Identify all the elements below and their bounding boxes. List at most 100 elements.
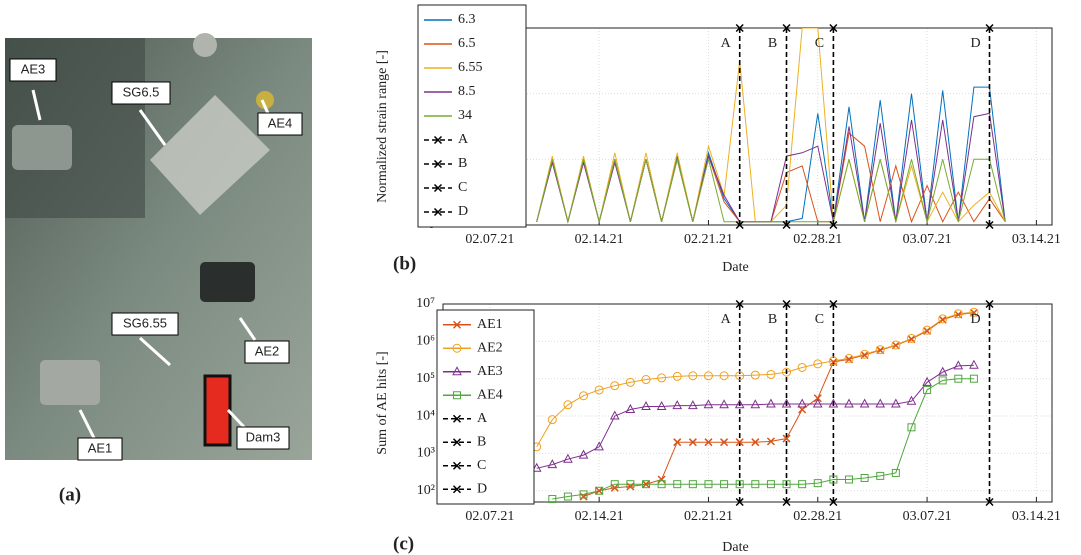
line-annotation: C xyxy=(815,312,824,327)
legend-label: A xyxy=(458,132,469,147)
x-tick-label: 03.07.21 xyxy=(903,232,952,247)
marker xyxy=(782,367,792,377)
marker xyxy=(938,314,948,324)
y-axis-label: Normalized strain range [-] xyxy=(375,50,390,203)
label-box xyxy=(111,312,179,336)
marker xyxy=(985,299,994,309)
panel-label: (a) xyxy=(59,484,81,505)
marker xyxy=(782,434,791,443)
x-tick-label: 03.14.21 xyxy=(1012,232,1061,247)
legend-label: C xyxy=(458,180,467,195)
marker xyxy=(922,325,932,335)
legend-label: AE2 xyxy=(477,340,503,355)
label-box xyxy=(9,58,57,82)
marker xyxy=(735,220,744,230)
marker xyxy=(595,486,604,495)
marker xyxy=(844,398,854,408)
marker xyxy=(563,400,573,410)
x-tick-label: 02.14.21 xyxy=(575,232,624,247)
plot-frame xyxy=(442,27,1053,226)
marker xyxy=(433,207,443,217)
marker xyxy=(735,497,744,507)
label-box xyxy=(257,112,303,136)
marker xyxy=(595,486,604,495)
legend-label: B xyxy=(458,156,467,171)
marker xyxy=(625,403,636,413)
legend-label: AE4 xyxy=(477,387,503,402)
marker xyxy=(969,359,979,369)
marker xyxy=(922,376,932,386)
marker xyxy=(937,366,948,376)
marker xyxy=(985,220,994,230)
panel-label: (c) xyxy=(393,533,414,554)
legend-label: 6.55 xyxy=(458,60,483,75)
marker xyxy=(828,356,838,366)
marker xyxy=(766,437,775,446)
marker xyxy=(703,371,713,381)
marker xyxy=(782,480,791,489)
legend-label: D xyxy=(458,204,468,219)
marker xyxy=(452,438,462,447)
marker xyxy=(625,377,635,387)
marker xyxy=(657,475,666,484)
marker xyxy=(750,370,760,380)
y-axis-label: Sum of AE hits [-] xyxy=(375,351,390,454)
marker xyxy=(735,480,744,489)
marker xyxy=(452,366,462,376)
marker xyxy=(703,399,714,409)
legend-label: B xyxy=(477,434,486,449)
legend-label: 8.5 xyxy=(458,84,476,99)
line-annotation: B xyxy=(768,312,777,327)
label-box xyxy=(111,81,171,105)
marker xyxy=(735,371,745,381)
marker xyxy=(641,480,651,489)
marker xyxy=(642,480,650,489)
marker xyxy=(433,159,443,169)
series-group xyxy=(536,304,991,502)
y-tick-label: 10³ xyxy=(417,446,435,461)
line-annotation: C xyxy=(815,36,824,51)
marker xyxy=(766,369,776,379)
series-line xyxy=(536,158,1006,223)
photo-label: SG6.55 xyxy=(123,315,167,330)
marker xyxy=(735,438,744,447)
legend-label: D xyxy=(477,481,487,496)
marker xyxy=(452,343,462,353)
marker xyxy=(672,400,683,410)
y-tick-label: 10⁶ xyxy=(416,334,435,349)
marker xyxy=(985,497,994,507)
legend-label: AE1 xyxy=(477,317,503,332)
marker xyxy=(688,438,697,447)
legend-label: A xyxy=(477,411,488,426)
marker xyxy=(578,449,589,459)
marker xyxy=(610,381,620,391)
marker xyxy=(547,415,557,425)
series-line xyxy=(552,378,974,500)
marker xyxy=(641,400,651,411)
marker xyxy=(452,485,462,494)
marker xyxy=(720,438,729,447)
marker xyxy=(969,307,979,317)
marker xyxy=(657,373,667,383)
marker xyxy=(813,394,822,403)
y-tick-label: 10⁷ xyxy=(416,296,435,311)
series-line xyxy=(536,132,1006,224)
marker xyxy=(641,375,651,385)
marker xyxy=(704,480,713,489)
x-tick-label: 02.07.21 xyxy=(465,232,514,247)
marker xyxy=(719,399,729,409)
marker xyxy=(923,385,932,394)
line-annotation: D xyxy=(970,312,980,327)
marker xyxy=(954,374,963,383)
label-box xyxy=(236,426,290,450)
marker xyxy=(875,398,886,408)
marker xyxy=(953,309,963,319)
marker xyxy=(734,399,745,409)
marker xyxy=(688,400,698,410)
marker xyxy=(876,471,885,480)
marker xyxy=(531,462,542,472)
marker xyxy=(579,492,588,501)
photo xyxy=(5,33,312,460)
marker xyxy=(813,359,823,369)
